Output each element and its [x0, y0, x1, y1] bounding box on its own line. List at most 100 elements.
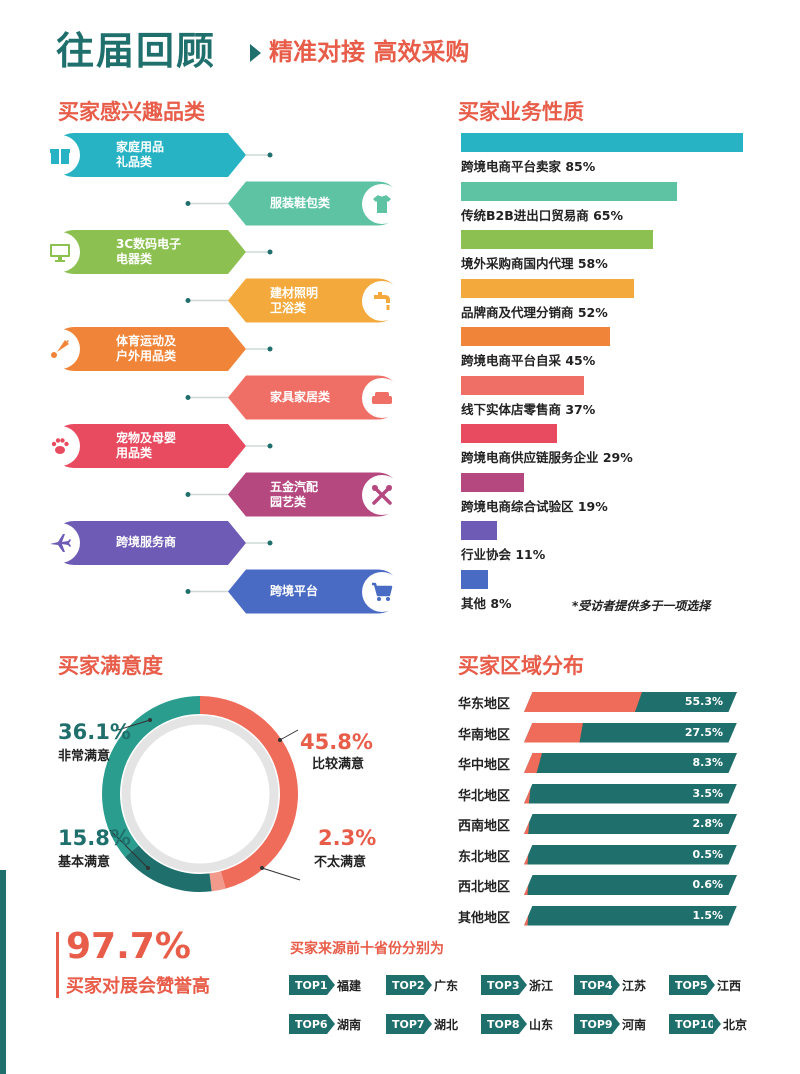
- donut-slice: [102, 696, 200, 857]
- interest-label-line: 家具家居类: [270, 389, 331, 404]
- praise-divider: [56, 932, 59, 998]
- region-bar-share: [524, 875, 529, 895]
- interest-icon-wrap: [40, 523, 80, 563]
- region-value: 3.5%: [692, 786, 723, 800]
- nature-bar: [461, 181, 677, 201]
- interest-band: [52, 424, 246, 468]
- nature-bar-label: 跨境电商供应链服务企业 29%: [461, 450, 633, 465]
- interest-dot: [185, 298, 191, 303]
- nature-bar: [461, 375, 584, 395]
- left-edge-bar: [0, 870, 6, 1074]
- interest-icon-wrap: [362, 571, 402, 612]
- donut-slice: [200, 696, 298, 889]
- region-title: 买家区域分布: [458, 654, 584, 678]
- nature-bar: [461, 569, 488, 589]
- region-bar-share: [524, 753, 542, 773]
- sat-pct-not: 2.3%: [318, 826, 377, 850]
- nature-bar: [461, 472, 524, 492]
- top-province: 广东: [434, 979, 459, 993]
- interest-label-line: 体育运动及: [116, 334, 177, 348]
- interest-icon-wrap: [362, 183, 402, 224]
- donut-leader-dot: [278, 738, 282, 742]
- region-label: 华东地区: [458, 697, 511, 712]
- donut-leader: [261, 867, 301, 881]
- sat-label-basic: 基本满意: [58, 855, 111, 870]
- interest-label-line: 服装鞋包类: [270, 195, 331, 210]
- interest-label: 服装鞋包类: [270, 196, 330, 211]
- top-chip: TOP10: [669, 1014, 721, 1034]
- region-value: 8.3%: [692, 756, 723, 769]
- nature-title: 买家业务性质: [458, 100, 584, 124]
- region-bar: 2.8%: [524, 814, 737, 834]
- region-bar: 0.5%: [524, 844, 737, 865]
- donut-leader-dot: [148, 718, 152, 722]
- interest-label: 3C数码电子 电器类: [116, 237, 181, 267]
- praise-label: 买家对展会赞誉高: [66, 976, 210, 997]
- region-bar-share: [524, 905, 529, 926]
- region-bar: 3.5%: [524, 783, 737, 804]
- donut-leader: [279, 729, 299, 741]
- region-label: 西南地区: [458, 819, 511, 834]
- airplane-icon: [48, 531, 72, 555]
- region-value: 55.3%: [684, 695, 723, 708]
- nature-bar: [461, 521, 497, 540]
- page-subtitle-text: 精准对接 高效采购: [269, 38, 470, 66]
- region-bar: 0.6%: [524, 875, 737, 895]
- interest-dot: [267, 540, 273, 546]
- region-value: 27.5%: [684, 725, 723, 739]
- nature-chart: 跨境电商平台卖家 85% 传统B2B进出口贸易商 65% 境外采购商国内代理 58%…: [461, 133, 743, 611]
- region-bar: 27.5%: [524, 722, 737, 743]
- page-subtitle: 精准对接 高效采购: [250, 32, 469, 67]
- top-province: 江西: [717, 979, 742, 993]
- region-value: 2.8%: [692, 817, 723, 830]
- nature-bar-label: 跨境电商平台自采 45%: [461, 353, 596, 368]
- tools-icon: [370, 483, 394, 507]
- interest-band: [52, 327, 246, 371]
- interest-label-line: 跨境服务商: [116, 535, 177, 549]
- interest-dot: [267, 152, 273, 158]
- region-bar-share: [524, 722, 583, 743]
- nature-bar-label: 传统B2B进出口贸易商 65%: [461, 207, 624, 223]
- sat-pct-very: 36.1%: [58, 720, 131, 744]
- top-province: 福建: [337, 979, 362, 993]
- nature-bar-label: 线下实体店零售商 37%: [461, 401, 596, 417]
- page-title: 往届回顾: [56, 29, 217, 73]
- region-value: 1.5%: [692, 908, 723, 922]
- paw-icon: [48, 434, 72, 458]
- top-province: 河南: [622, 1018, 647, 1032]
- interest-label-line: 五金汽配: [270, 479, 319, 494]
- top-chip: TOP3: [481, 975, 527, 995]
- top-chip: TOP9: [574, 1014, 620, 1034]
- nature-note: *受访者提供多于一项选择: [572, 599, 711, 613]
- region-bar-share: [524, 844, 529, 865]
- interest-label-line: 园艺类: [270, 494, 307, 509]
- nature-bar-label: 跨境电商平台卖家 85%: [461, 159, 596, 174]
- interest-items: 家庭用品 礼品类 服装鞋包类 3C数码电子 电器类 建材照明 卫浴类 体育运动及 户外用品类 家具…: [0, 125, 420, 635]
- interest-label-line: 建材照明: [270, 285, 319, 300]
- region-bar: 8.3%: [524, 753, 737, 773]
- region-label: 西北地区: [458, 880, 511, 895]
- interest-label-line: 户外用品类: [116, 349, 177, 363]
- monitor-icon: [48, 240, 72, 264]
- donut-leader: [109, 829, 149, 869]
- interest-dot: [185, 201, 191, 206]
- interest-dot: [267, 249, 273, 255]
- nature-bar: [461, 327, 610, 346]
- interest-icon-wrap: [362, 377, 402, 418]
- region-bar-share: [524, 814, 530, 834]
- interest-label-line: 卫浴类: [270, 300, 307, 315]
- region-value: 0.5%: [692, 847, 723, 861]
- interest-label: 建材照明 卫浴类: [270, 286, 318, 316]
- interest-band: [52, 521, 246, 565]
- interest-icon-wrap: [362, 474, 402, 515]
- interest-label-line: 家庭用品: [116, 140, 165, 154]
- sat-pct-basic: 15.8%: [58, 826, 131, 850]
- interest-band: [52, 230, 246, 274]
- region-label: 其他地区: [458, 910, 511, 926]
- interest-chevrons: [52, 133, 400, 614]
- interest-label: 跨境服务商: [116, 535, 176, 550]
- nature-bar: [461, 133, 743, 152]
- top-province: 北京: [723, 1018, 748, 1032]
- top-province: 浙江: [529, 979, 554, 993]
- interest-label: 五金汽配 园艺类: [270, 480, 318, 510]
